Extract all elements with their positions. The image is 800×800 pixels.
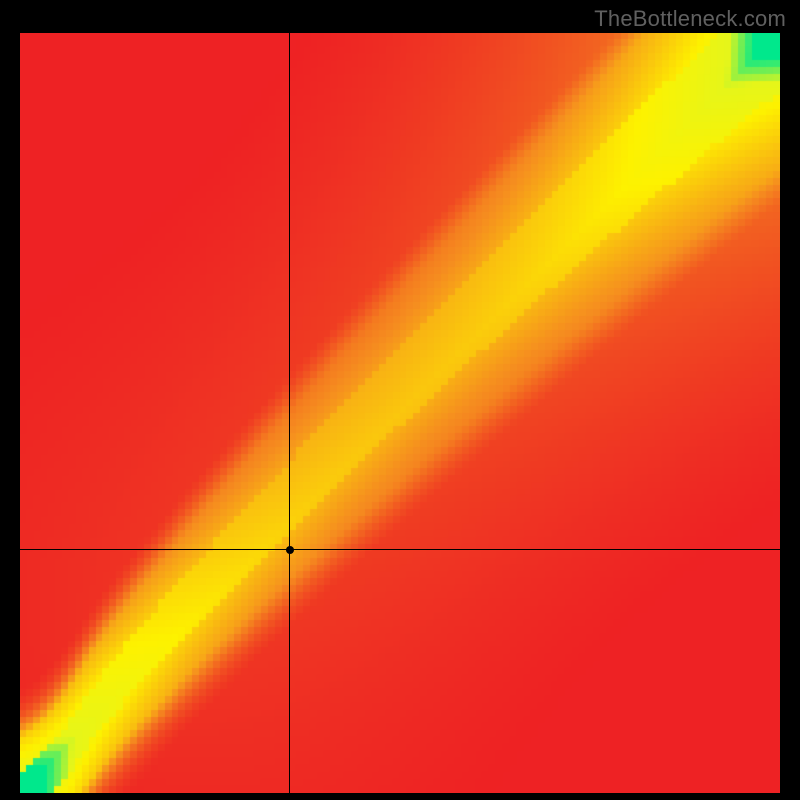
crosshair-vertical [289,33,290,793]
crosshair-marker [286,546,294,554]
bottleneck-heatmap [20,33,780,793]
watermark-text: TheBottleneck.com [594,6,786,32]
crosshair-horizontal [20,549,780,550]
chart-area [20,33,780,793]
